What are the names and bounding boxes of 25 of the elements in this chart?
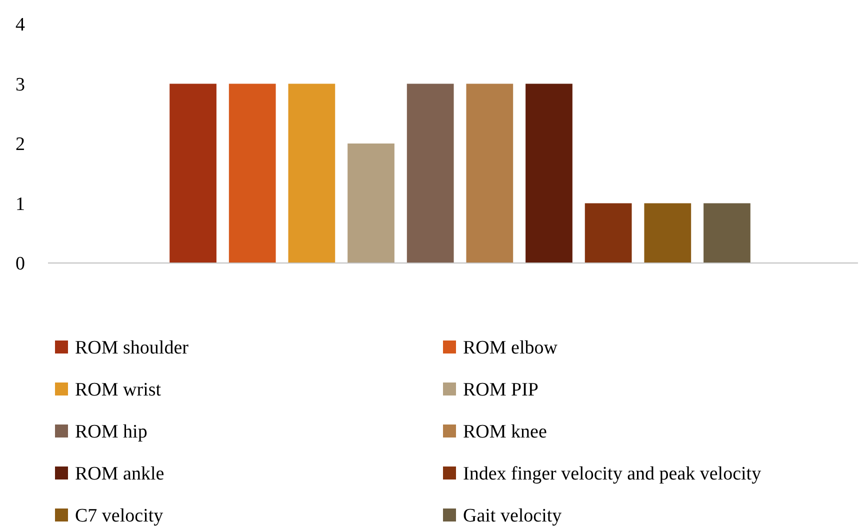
legend-label: ROM ankle xyxy=(75,464,164,485)
y-tick-label: 1 xyxy=(16,194,25,215)
legend-label: ROM knee xyxy=(463,422,547,443)
legend-label: ROM shoulder xyxy=(75,338,190,359)
bar xyxy=(348,144,394,263)
legend-label: ROM hip xyxy=(75,422,148,443)
bar xyxy=(466,84,514,263)
y-tick-label: 0 xyxy=(16,254,25,275)
legend-label: ROM elbow xyxy=(463,338,558,359)
bar xyxy=(704,203,750,263)
bar xyxy=(644,203,692,263)
bar xyxy=(228,84,276,263)
bar xyxy=(584,203,632,263)
bar xyxy=(288,84,336,263)
legend-label: ROM wrist xyxy=(75,380,162,401)
bar xyxy=(406,84,454,263)
legend-label: ROM PIP xyxy=(463,380,538,401)
legend-label: Gait velocity xyxy=(463,506,562,527)
y-tick-label: 2 xyxy=(16,134,25,156)
y-tick-label: 4 xyxy=(16,14,26,36)
bar xyxy=(526,84,572,263)
bar xyxy=(170,84,216,263)
legend-label: Index finger velocity and peak velocity xyxy=(463,464,762,485)
y-tick-label: 3 xyxy=(16,74,25,96)
legend-label: C7 velocity xyxy=(75,506,164,527)
